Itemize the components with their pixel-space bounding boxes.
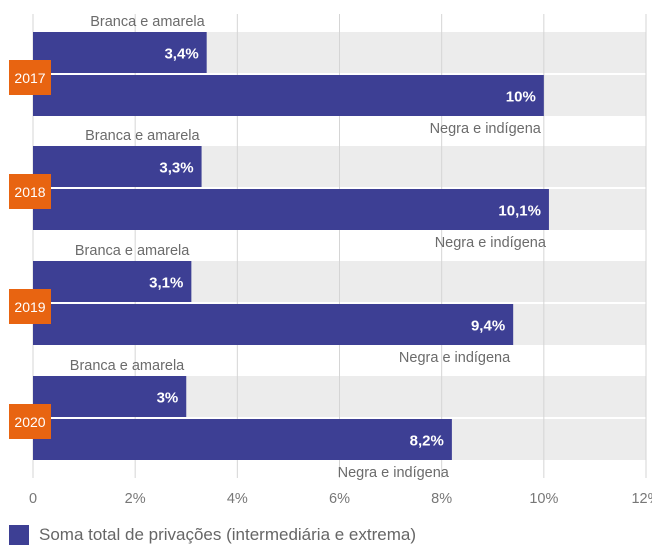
year-label: 2019 (14, 299, 45, 315)
bar-value-label: 10,1% (498, 203, 541, 220)
category-label: Negra e indígena (435, 235, 547, 251)
bar-value-label: 3% (157, 390, 179, 407)
x-tick-label: 6% (329, 491, 350, 507)
bar-value-label: 8,2% (410, 433, 444, 450)
bar-value-label: 9,4% (471, 318, 505, 335)
x-tick-label: 8% (431, 491, 452, 507)
year-label: 2018 (14, 184, 45, 200)
bar (33, 75, 544, 116)
year-badge (9, 289, 51, 324)
bar (33, 304, 514, 345)
x-tick-label: 2% (125, 491, 146, 507)
bar (33, 189, 549, 230)
legend-swatch (9, 525, 29, 545)
bar-value-label: 3,3% (159, 160, 193, 177)
year-badge (9, 174, 51, 209)
bar (33, 261, 192, 302)
bar-value-label: 10% (506, 89, 536, 106)
year-label: 2017 (14, 70, 45, 86)
bar (33, 376, 187, 417)
category-label: Negra e indígena (430, 121, 542, 137)
category-label: Branca e amarela (85, 128, 200, 144)
bar-value-label: 3,4% (164, 46, 198, 63)
year-badge (9, 404, 51, 439)
bar (33, 146, 202, 187)
category-label: Branca e amarela (70, 358, 185, 374)
bar-value-label: 3,1% (149, 275, 183, 292)
legend-label: Soma total de privações (intermediária e… (39, 525, 416, 544)
category-label: Negra e indígena (338, 465, 450, 481)
year-label: 2020 (14, 414, 45, 430)
x-tick-label: 0 (29, 491, 37, 507)
year-badge (9, 60, 51, 95)
category-label: Negra e indígena (399, 350, 511, 366)
bar (33, 419, 452, 460)
x-tick-label: 4% (227, 491, 248, 507)
bar (33, 32, 207, 73)
x-tick-label: 10% (529, 491, 558, 507)
x-tick-label: 12% (631, 491, 652, 507)
legend: Soma total de privações (intermediária e… (9, 525, 416, 545)
category-label: Branca e amarela (75, 243, 190, 259)
category-label: Branca e amarela (90, 14, 205, 30)
